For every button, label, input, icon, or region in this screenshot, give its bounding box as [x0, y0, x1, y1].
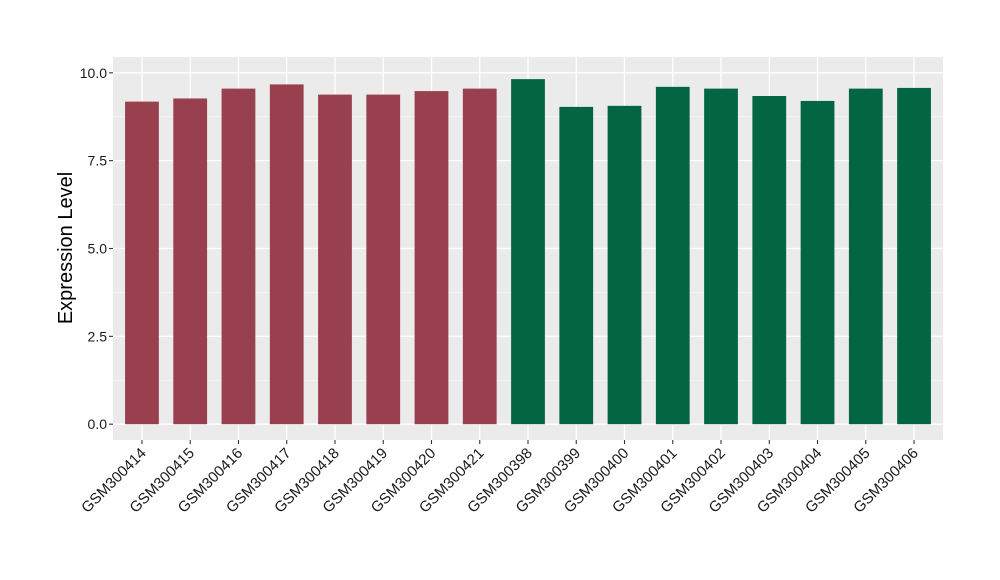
y-tick-label: 2.5: [88, 328, 108, 344]
bar-GSM300420: [414, 91, 449, 425]
bar-GSM300401: [655, 86, 690, 425]
bar-GSM300404: [800, 100, 835, 425]
bar-GSM300419: [366, 94, 401, 425]
bar-GSM300400: [607, 105, 642, 425]
bar-GSM300414: [125, 101, 159, 425]
x-axis: GSM300414GSM300415GSM300416GSM300417GSM3…: [78, 440, 922, 516]
y-axis-title: Expression Level: [55, 172, 77, 324]
bar-GSM300398: [511, 79, 545, 425]
bar-GSM300399: [559, 106, 594, 425]
bar-GSM300417: [269, 84, 304, 425]
bar-GSM300418: [318, 94, 352, 425]
bar-GSM300402: [704, 88, 738, 425]
bar-GSM300421: [462, 88, 497, 425]
y-tick-label: 10.0: [80, 65, 107, 81]
bars-group: [125, 79, 931, 425]
y-axis: 0.0 2.5 5.0 7.5 10.0: [80, 65, 113, 432]
y-tick-label: 0.0: [88, 416, 108, 432]
bar-GSM300405: [848, 88, 883, 425]
bar-GSM300403: [752, 96, 787, 425]
y-tick-label: 7.5: [88, 153, 108, 169]
bar-GSM300416: [221, 88, 256, 425]
y-tick-label: 5.0: [88, 241, 108, 257]
bar-GSM300415: [173, 98, 208, 425]
bar-GSM300406: [897, 87, 931, 425]
